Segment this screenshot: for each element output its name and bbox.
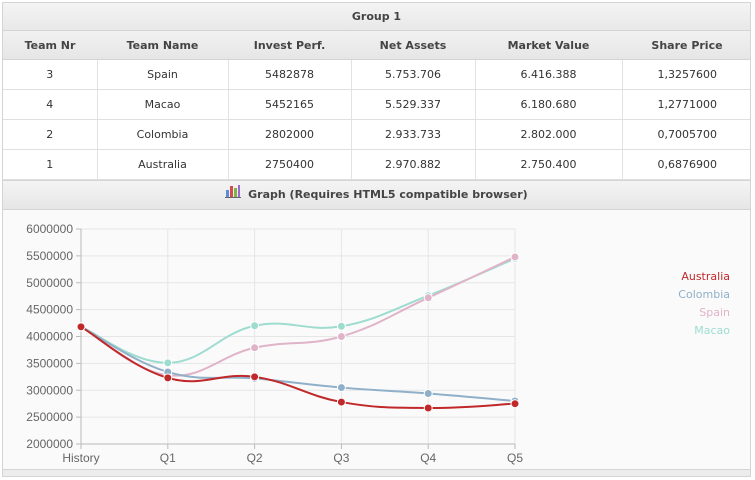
data-point-colombia	[336, 383, 346, 393]
table-row: 4 Macao 5452165 5.529.337 6.180.680 1,27…	[3, 89, 750, 120]
data-point-australia	[250, 372, 260, 382]
legend-item-australia[interactable]: Australia	[681, 270, 730, 283]
series-line-colombia	[80, 325, 516, 402]
net-assets-cell: 5.753.706	[351, 59, 476, 90]
chart-series	[76, 252, 520, 413]
graph-header: Graph (Requires HTML5 compatible browser…	[3, 180, 750, 210]
y-tick-label: 2500000	[26, 410, 73, 424]
legend-item-spain[interactable]: Spain	[699, 306, 730, 319]
x-tick-label: Q2	[247, 451, 263, 465]
data-point-macao	[336, 321, 346, 331]
team-nr-cell: 4	[3, 89, 98, 120]
net-assets-cell: 2.970.882	[351, 149, 476, 180]
table-row: 3 Spain 5482878 5.753.706 6.416.388 1,32…	[3, 59, 750, 90]
y-tick-label: 2000000	[26, 437, 73, 451]
line-chart: 6000000 5500000 5000000 4500000 4000000 35000…	[3, 210, 750, 474]
series-line-spain	[80, 256, 516, 377]
x-tick-label: History	[62, 451, 99, 465]
column-header-team-nr[interactable]: Team Nr	[3, 31, 97, 60]
column-header-market-value[interactable]: Market Value	[475, 31, 622, 60]
column-header-invest-perf[interactable]: Invest Perf.	[228, 31, 351, 60]
x-tick-label: Q3	[333, 451, 349, 465]
column-header-team-name[interactable]: Team Name	[97, 31, 228, 60]
y-tick-label: 4500000	[26, 303, 73, 317]
legend-item-macao[interactable]: Macao	[694, 324, 730, 337]
data-point-australia	[336, 397, 346, 407]
team-nr-cell: 1	[3, 149, 98, 180]
graph-title: Graph (Requires HTML5 compatible browser…	[248, 188, 528, 201]
y-tick-label: 3000000	[26, 383, 73, 397]
team-name-cell: Macao	[97, 89, 229, 120]
data-point-macao	[250, 321, 260, 331]
data-point-colombia	[423, 388, 433, 398]
grid-lines	[80, 228, 516, 445]
market-value-cell: 6.416.388	[475, 59, 623, 90]
results-table: Team Nr Team Name Invest Perf. Net Asset…	[3, 31, 750, 180]
invest-perf-cell: 5452165	[228, 89, 352, 120]
y-tick-label: 3500000	[26, 356, 73, 370]
invest-perf-cell: 5482878	[228, 59, 352, 90]
series-line-australia	[80, 325, 516, 409]
panel-footer	[3, 469, 750, 476]
data-point-spain	[423, 293, 433, 303]
bar-chart-icon	[225, 181, 242, 209]
chart-canvas: 6000000 5500000 5000000 4500000 4000000 35000…	[26, 222, 523, 465]
share-price-cell: 1,3257600	[622, 59, 750, 90]
y-tick-label: 5000000	[26, 276, 73, 290]
team-name-cell: Colombia	[97, 119, 229, 150]
team-nr-cell: 2	[3, 119, 98, 150]
market-value-cell: 2.802.000	[475, 119, 623, 150]
table-header-row: Team Nr Team Name Invest Perf. Net Asset…	[3, 31, 750, 60]
market-value-cell: 2.750.400	[475, 149, 623, 180]
y-tick-label: 6000000	[26, 222, 73, 236]
share-price-cell: 0,6876900	[622, 149, 750, 180]
x-tick-label: Q4	[420, 451, 436, 465]
data-point-macao	[163, 358, 173, 368]
share-price-cell: 0,7005700	[622, 119, 750, 150]
group-title: Group 1	[3, 3, 750, 31]
team-nr-cell: 3	[3, 59, 98, 90]
chart-axes: 6000000 5500000 5000000 4500000 4000000 35000…	[26, 222, 523, 465]
data-point-australia	[76, 322, 86, 332]
data-point-australia	[163, 373, 173, 383]
data-point-spain	[336, 332, 346, 341]
invest-perf-cell: 2750400	[228, 149, 352, 180]
table-row: 1 Australia 2750400 2.970.882 2.750.400 …	[3, 149, 750, 180]
data-point-spain	[250, 343, 260, 353]
y-tick-label: 5500000	[26, 249, 73, 263]
net-assets-cell: 5.529.337	[351, 89, 476, 120]
column-header-net-assets[interactable]: Net Assets	[351, 31, 475, 60]
data-point-australia	[510, 399, 520, 409]
invest-perf-cell: 2802000	[228, 119, 352, 150]
team-name-cell: Spain	[97, 59, 229, 90]
table-row: 2 Colombia 2802000 2.933.733 2.802.000 0…	[3, 119, 750, 150]
x-tick-label: Q1	[160, 451, 176, 465]
x-tick-label: Q5	[507, 451, 523, 465]
data-point-australia	[423, 403, 433, 413]
market-value-cell: 6.180.680	[475, 89, 623, 120]
series-line-macao	[80, 257, 516, 364]
chart-legend: Australia Colombia Spain Macao	[678, 268, 730, 340]
y-tick-label: 4000000	[26, 330, 73, 344]
legend-item-colombia[interactable]: Colombia	[678, 288, 730, 301]
column-header-share-price[interactable]: Share Price	[622, 31, 750, 60]
team-name-cell: Australia	[97, 149, 229, 180]
net-assets-cell: 2.933.733	[351, 119, 476, 150]
data-point-spain	[510, 252, 520, 262]
share-price-cell: 1,2771000	[622, 89, 750, 120]
